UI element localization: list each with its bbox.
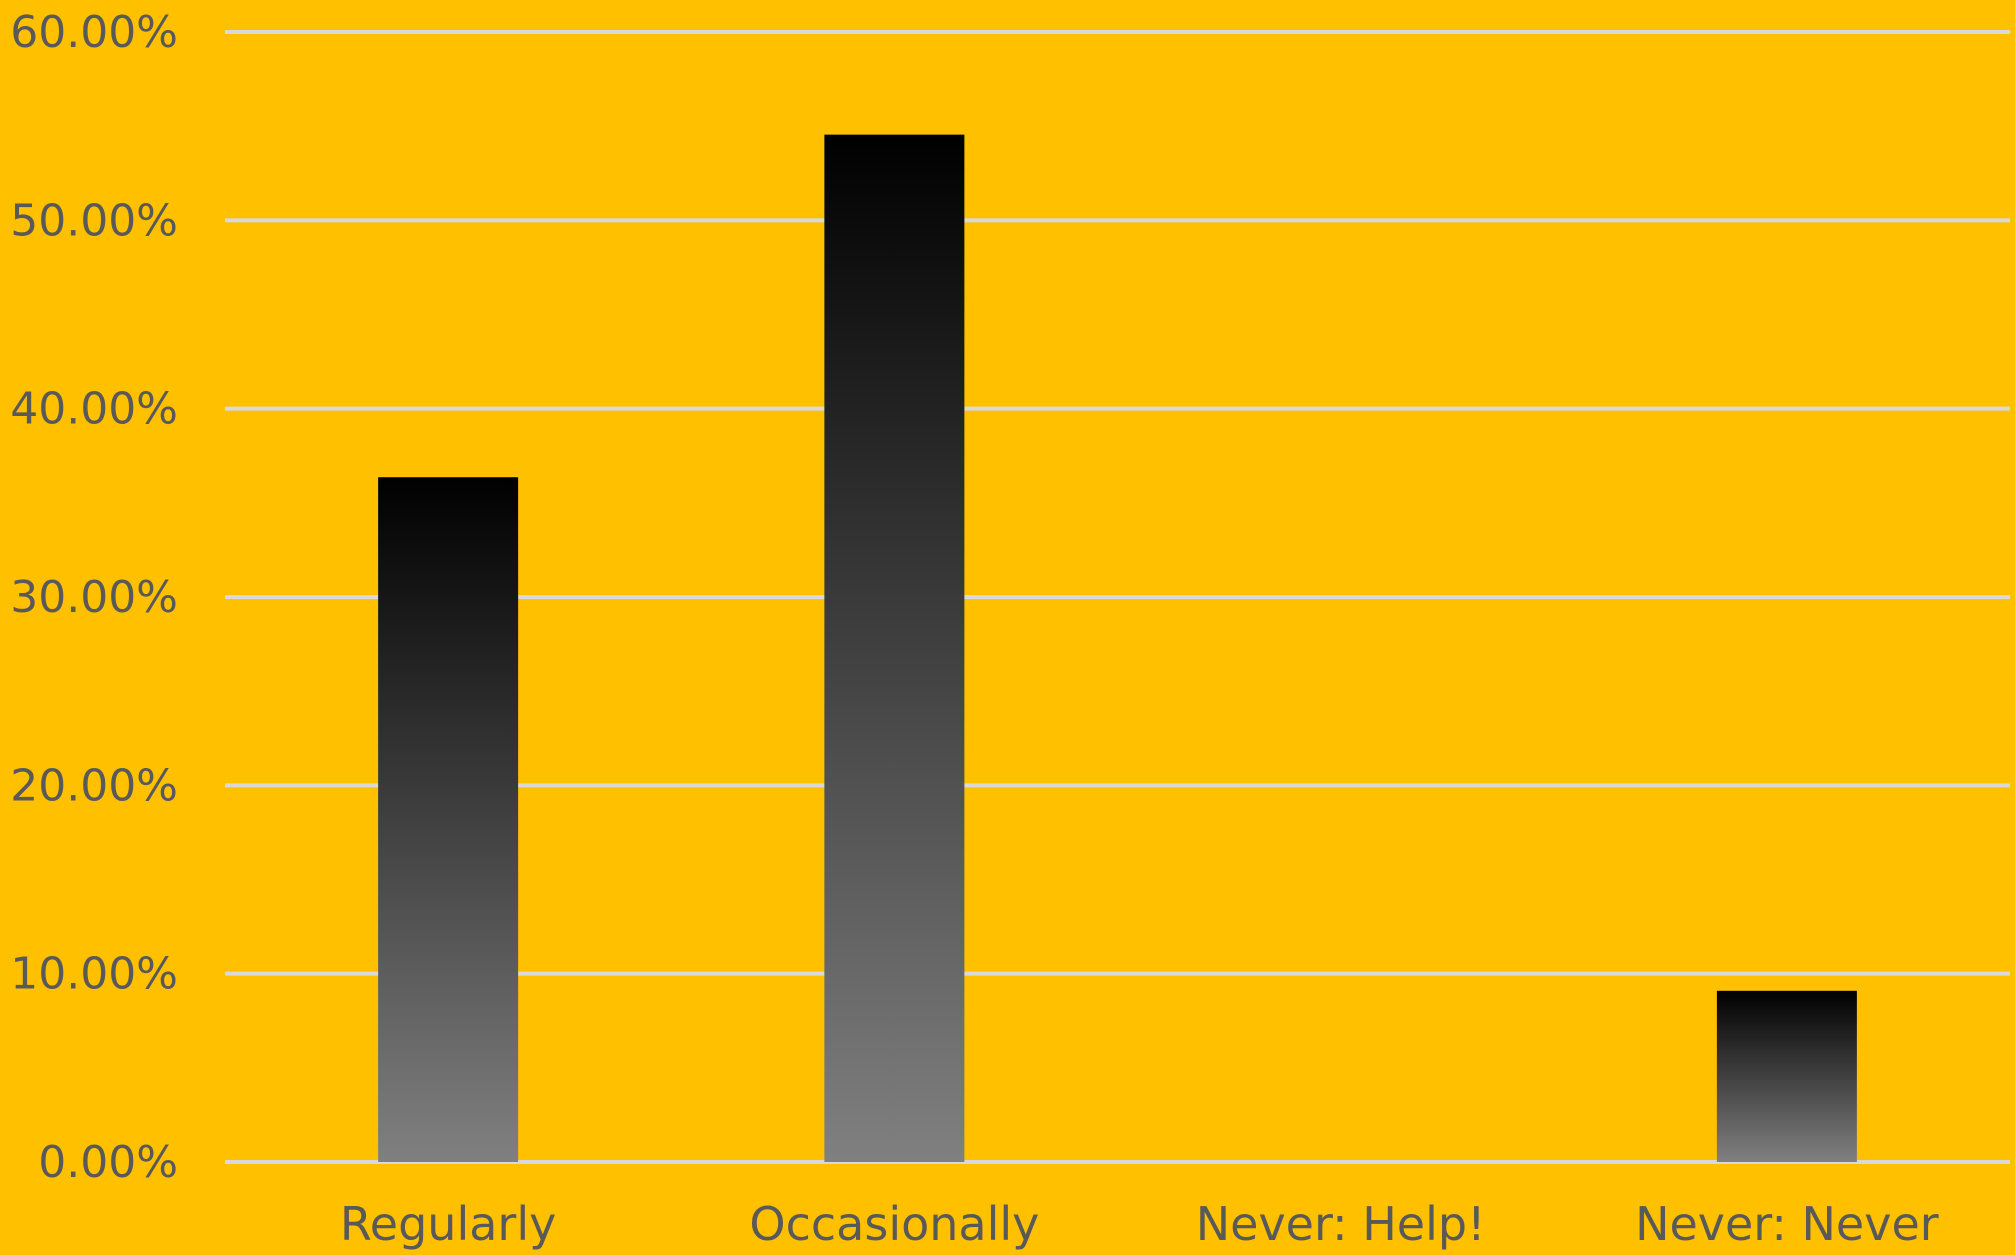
bar-occasionally: [824, 134, 965, 1163]
y-tick-label: 50.00%: [10, 195, 178, 246]
x-category-label: Regularly: [340, 1197, 556, 1251]
y-axis-tick-labels: 0.00% 10.00% 20.00% 30.00% 40.00% 50.00% 60.00…: [10, 7, 178, 1188]
x-category-label: Never: Help!: [1196, 1197, 1486, 1251]
x-category-label: Never: Never: [1635, 1197, 1939, 1251]
bar-regularly: [378, 477, 519, 1163]
y-tick-label: 60.00%: [10, 7, 178, 58]
bars: [378, 134, 1857, 1163]
bar-never-never: [1716, 990, 1857, 1162]
y-tick-label: 40.00%: [10, 384, 178, 435]
x-axis-category-labels: Regularly Occasionally Never: Help! Never: …: [340, 1197, 1939, 1251]
gridlines: [225, 30, 2010, 1164]
y-tick-label: 30.00%: [10, 572, 178, 623]
y-tick-label: 10.00%: [10, 949, 178, 1000]
y-tick-label: 20.00%: [10, 760, 178, 811]
y-tick-label: 0.00%: [38, 1137, 178, 1188]
x-category-label: Occasionally: [749, 1197, 1039, 1251]
